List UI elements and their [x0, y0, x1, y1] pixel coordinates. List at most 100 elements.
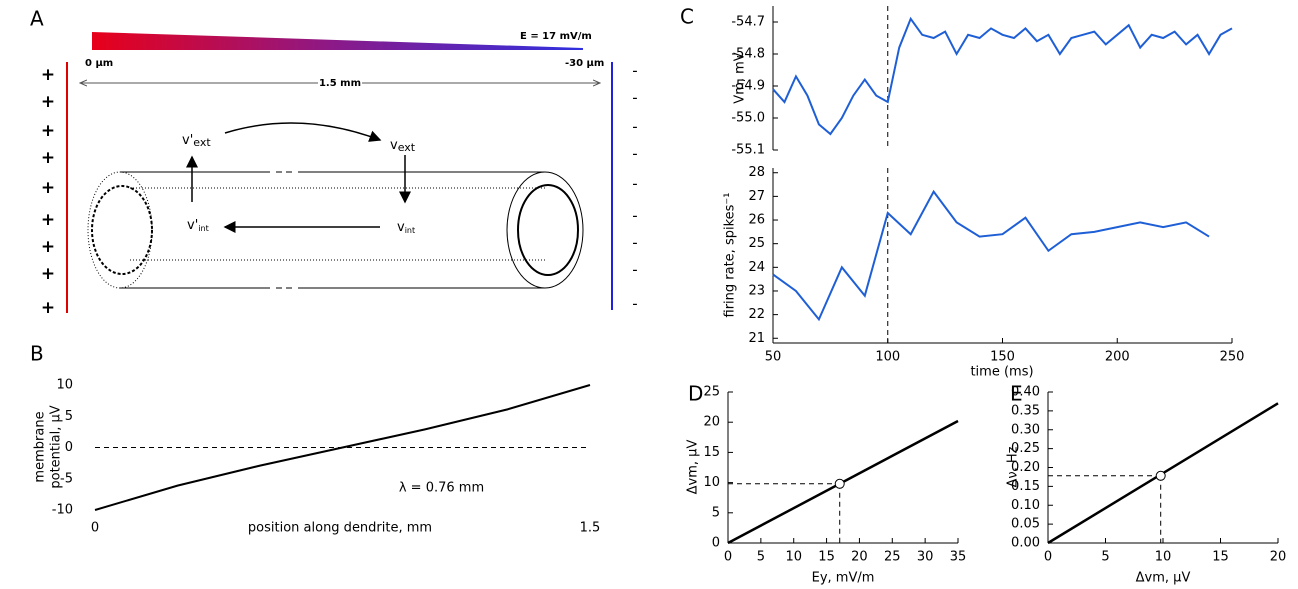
x-axis-label: time (ms) [970, 365, 1033, 380]
y-tick-label: 5 [65, 409, 73, 424]
y-tick-label: 0.15 [1011, 479, 1040, 494]
plus-sign: + [41, 264, 55, 284]
potential-symbol: v' [182, 133, 193, 148]
data-point [1155, 470, 1166, 481]
y-tick-label: 0.10 [1011, 498, 1040, 513]
minus-sign: - [632, 261, 637, 279]
potential-label: vext [390, 138, 416, 155]
minus-sign: - [632, 62, 637, 80]
potential-label: v'ext [182, 133, 211, 150]
y-tick-label: -5 [60, 471, 73, 486]
potential-symbol: v' [187, 218, 198, 233]
depth-label: 0 µm [85, 58, 113, 69]
y-tick-label: -55.0 [731, 111, 765, 126]
x-tick-label: 200 [1105, 350, 1130, 365]
annotation: λ = 0.76 mm [399, 481, 484, 496]
arrow [224, 122, 382, 142]
minus-sign: - [632, 295, 637, 313]
panel-label: C [680, 5, 694, 29]
data-line [772, 189, 1210, 322]
depth-label: -30 µm [565, 58, 604, 69]
plus-sign: + [41, 178, 55, 198]
minus-sign: - [632, 234, 637, 252]
potential-symbol: v [397, 220, 405, 235]
data-line [772, 16, 1233, 136]
length-label: 1.5 mm [319, 78, 361, 89]
plus-sign: + [41, 92, 55, 112]
panel-label: E [1010, 382, 1023, 406]
y-tick-label: 10 [56, 378, 73, 393]
potential-label: v'int [187, 218, 209, 233]
plus-sign: + [41, 210, 55, 230]
plus-sign: + [41, 148, 55, 168]
potential-subscript: ext [398, 141, 416, 154]
y-tick-label: 0.40 [1011, 385, 1040, 400]
x-axis-label: Ey, mV/m [812, 571, 875, 586]
x-tick-label: 0 [91, 521, 99, 536]
y-tick-label: 21 [748, 331, 765, 346]
x-tick-label: 15 [818, 550, 835, 565]
y-tick-label: 0.30 [1011, 422, 1040, 437]
y-axis-label: Vm, mV [733, 52, 748, 103]
field-label: E = 17 mV/m [520, 31, 592, 42]
y-tick-label: -55.1 [731, 143, 765, 158]
x-tick-label: 0 [724, 550, 732, 565]
potential-label: vint [397, 220, 415, 235]
y-tick-label: 0.05 [1011, 517, 1040, 532]
data-point [834, 478, 845, 489]
potential-subscript: int [405, 226, 415, 235]
data-line [94, 384, 591, 511]
potential-subscript: int [198, 224, 208, 233]
x-tick-label: 5 [1101, 550, 1109, 565]
x-tick-label: 150 [990, 350, 1015, 365]
y-tick-label: -54.8 [731, 47, 765, 62]
minus-sign: - [632, 118, 637, 136]
y-tick-label: 0.20 [1011, 460, 1040, 475]
y-tick-label: 24 [748, 260, 765, 275]
x-tick-label: 10 [1155, 550, 1172, 565]
panel-label: A [30, 7, 44, 31]
y-axis-label: membrane [33, 411, 48, 482]
x-tick-label: 15 [1212, 550, 1229, 565]
y-tick-label: -10 [52, 503, 73, 518]
x-tick-label: 100 [875, 350, 900, 365]
minus-sign: - [632, 175, 637, 193]
y-tick-label: 15 [703, 445, 720, 460]
y-tick-label: 0.35 [1011, 403, 1040, 418]
potential-subscript: ext [193, 136, 211, 149]
plus-sign: + [41, 65, 55, 85]
x-tick-label: 20 [851, 550, 868, 565]
potential-symbol: v [390, 138, 398, 153]
y-tick-label: -54.9 [731, 79, 765, 94]
x-tick-label: 250 [1220, 350, 1245, 365]
y-tick-label: 25 [703, 385, 720, 400]
x-tick-label: 0 [1044, 550, 1052, 565]
y-tick-label: 0.00 [1011, 536, 1040, 551]
x-tick-label: 20 [1270, 550, 1287, 565]
x-tick-label: 25 [884, 550, 901, 565]
y-tick-label: 23 [748, 283, 765, 298]
y-tick-label: 25 [748, 236, 765, 251]
y-axis-label: firing rate, spikes⁻¹ [723, 193, 738, 318]
y-tick-label: 20 [703, 415, 720, 430]
plus-sign: + [41, 298, 55, 318]
x-tick-label: 5 [757, 550, 765, 565]
cylinder [87, 171, 584, 289]
y-axis-label: potential, µV [49, 405, 64, 488]
minus-sign: - [632, 89, 637, 107]
panel-label: B [30, 342, 44, 366]
x-tick-label: 50 [765, 350, 782, 365]
minus-sign: - [632, 145, 637, 163]
x-tick-label: 30 [917, 550, 934, 565]
plus-sign: + [41, 121, 55, 141]
plus-sign: + [41, 237, 55, 257]
panel-label: D [688, 382, 703, 406]
x-tick-label: 1.5 [580, 521, 601, 536]
y-tick-label: -54.7 [731, 15, 765, 30]
y-tick-label: 0 [65, 440, 73, 455]
y-tick-label: 0 [712, 536, 720, 551]
x-tick-label: 10 [785, 550, 802, 565]
y-tick-label: 28 [748, 165, 765, 180]
y-tick-label: 0.25 [1011, 441, 1040, 456]
